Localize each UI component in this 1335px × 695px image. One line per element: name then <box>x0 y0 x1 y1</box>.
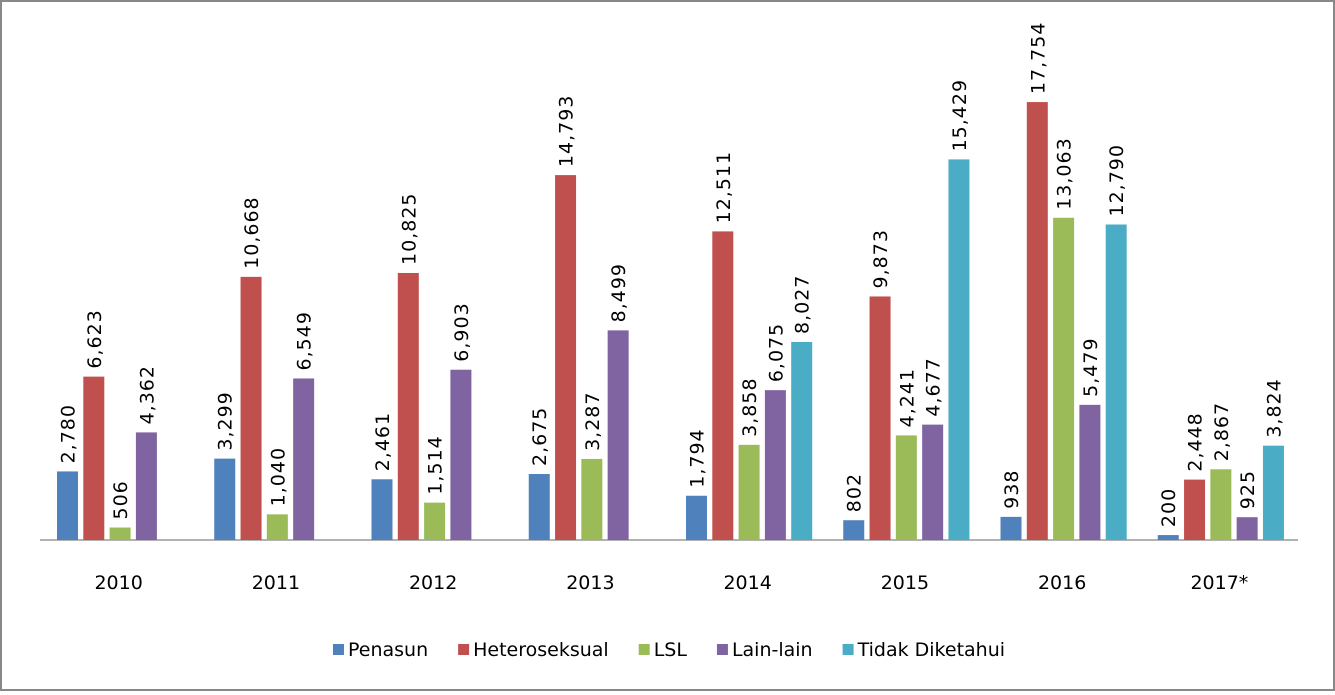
bar <box>1210 469 1232 540</box>
x-tick-label: 2016 <box>1038 572 1086 594</box>
bar <box>712 231 734 541</box>
bar <box>686 495 707 540</box>
bar <box>450 369 472 540</box>
bar <box>293 378 315 540</box>
value-label: 6,549 <box>294 311 316 370</box>
value-label: 14,793 <box>556 95 578 167</box>
legend-swatch <box>842 644 854 655</box>
bar <box>57 471 78 540</box>
bar <box>791 342 813 540</box>
bar <box>1079 404 1101 540</box>
value-label: 4,677 <box>923 357 945 416</box>
value-label: 3,287 <box>582 392 604 451</box>
value-label: 4,362 <box>136 365 158 424</box>
bar <box>1053 217 1075 540</box>
bar <box>764 390 786 540</box>
value-label: 9,873 <box>870 229 892 288</box>
legend-label: Penasun <box>348 639 428 661</box>
value-label: 15,429 <box>949 79 971 151</box>
value-label: 4,241 <box>896 368 918 427</box>
bar <box>581 458 603 540</box>
value-label: 8,027 <box>792 275 814 334</box>
x-tick-label: 2013 <box>566 572 614 594</box>
value-label: 8,499 <box>608 263 630 322</box>
bar <box>843 520 865 540</box>
value-label: 12,790 <box>1106 144 1128 216</box>
bar <box>109 527 131 540</box>
bar <box>895 435 917 540</box>
value-label: 938 <box>1001 470 1023 509</box>
value-label: 2,461 <box>372 412 394 471</box>
bar <box>738 444 760 540</box>
x-tick-label: 2015 <box>881 572 929 594</box>
value-label: 2,867 <box>1211 402 1233 461</box>
value-label: 12,511 <box>713 151 735 223</box>
value-label: 10,825 <box>398 192 420 264</box>
x-tick-label: 2017* <box>1190 572 1248 594</box>
bar <box>948 159 970 540</box>
bar <box>214 458 236 540</box>
value-label: 2,780 <box>58 404 80 463</box>
bar <box>1184 479 1206 540</box>
value-label: 17,754 <box>1027 22 1049 94</box>
legend-label: Tidak Diketahui <box>857 639 1005 661</box>
bar <box>1236 517 1258 540</box>
value-label: 6,903 <box>451 302 473 361</box>
value-label: 1,794 <box>687 428 709 487</box>
legend-label: Heteroseksual <box>473 639 609 661</box>
legend-swatch <box>332 644 344 655</box>
value-label: 1,514 <box>425 435 447 494</box>
bar <box>1105 224 1127 540</box>
value-label: 3,858 <box>739 377 761 436</box>
bar <box>424 502 446 540</box>
bar <box>371 479 393 540</box>
bar <box>1000 516 1022 540</box>
bar <box>922 424 944 540</box>
bar <box>555 175 577 540</box>
value-label: 2,675 <box>529 407 551 466</box>
value-label: 13,063 <box>1054 137 1076 209</box>
bar <box>869 296 891 540</box>
bar <box>1157 535 1179 540</box>
legend-label: LSL <box>654 639 688 661</box>
value-label: 802 <box>844 473 866 512</box>
value-label: 10,668 <box>241 196 263 268</box>
value-label: 2,448 <box>1185 412 1207 471</box>
value-label: 3,824 <box>1263 378 1285 437</box>
bar <box>397 272 419 540</box>
x-tick-label: 2011 <box>252 572 300 594</box>
value-label: 5,479 <box>1080 337 1102 396</box>
bar <box>135 432 157 540</box>
x-tick-label: 2014 <box>723 572 771 594</box>
value-label: 3,299 <box>215 391 237 450</box>
legend-swatch <box>716 644 728 655</box>
value-label: 6,075 <box>765 323 787 382</box>
bar <box>1262 445 1284 540</box>
bar <box>607 330 629 540</box>
bar <box>240 276 262 540</box>
x-tick-label: 2010 <box>94 572 142 594</box>
value-label: 200 <box>1158 488 1180 527</box>
legend-swatch <box>638 644 650 655</box>
value-label: 506 <box>110 480 132 519</box>
bar <box>528 474 550 540</box>
bar <box>1026 102 1048 541</box>
bar <box>266 514 288 540</box>
bar <box>83 376 105 540</box>
value-label: 1,040 <box>267 447 289 506</box>
value-label: 925 <box>1237 470 1259 509</box>
legend-swatch <box>458 644 470 655</box>
legend-label: Lain-lain <box>732 639 813 661</box>
x-tick-label: 2012 <box>409 572 457 594</box>
value-label: 6,623 <box>84 309 106 368</box>
